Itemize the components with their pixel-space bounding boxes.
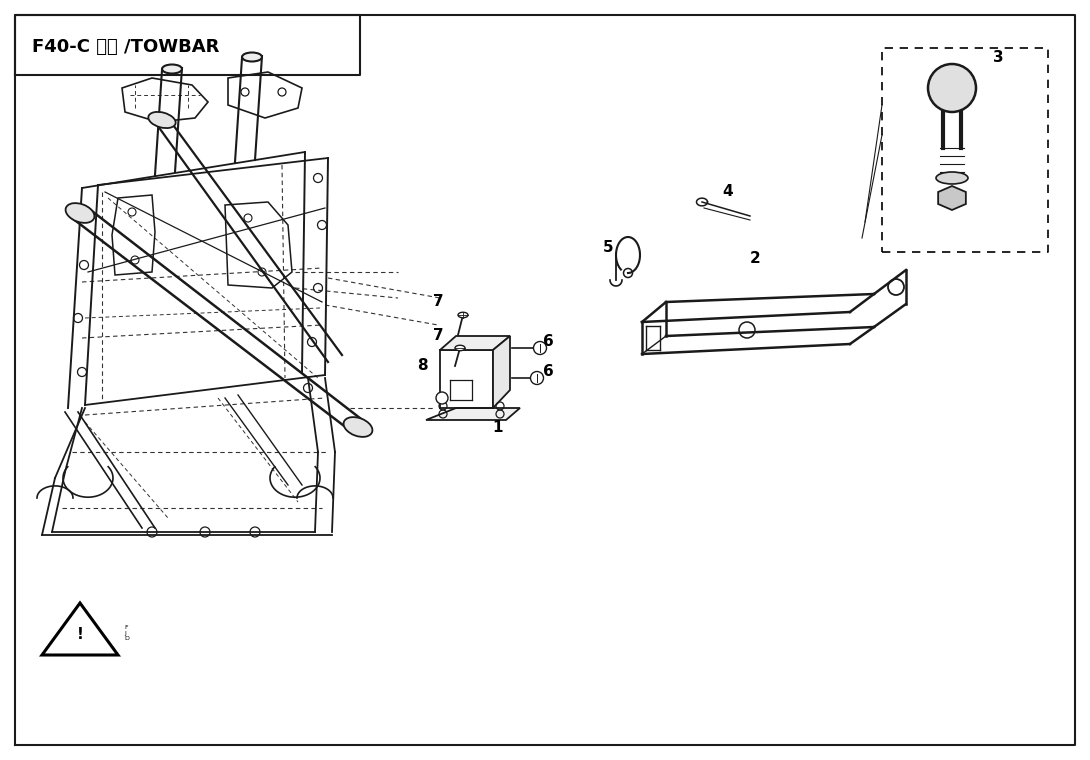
Circle shape xyxy=(531,372,544,385)
Ellipse shape xyxy=(343,417,373,437)
Ellipse shape xyxy=(936,172,968,184)
Text: 3: 3 xyxy=(993,50,1003,65)
Text: 6: 6 xyxy=(543,334,554,350)
Ellipse shape xyxy=(242,52,262,62)
Polygon shape xyxy=(426,408,520,420)
Text: F
J
D: F J D xyxy=(124,625,129,641)
Circle shape xyxy=(928,64,976,112)
Text: 8: 8 xyxy=(416,357,427,372)
Text: 1: 1 xyxy=(493,420,504,435)
Ellipse shape xyxy=(162,65,182,74)
Circle shape xyxy=(436,392,448,404)
Text: 5: 5 xyxy=(603,240,614,255)
Text: 7: 7 xyxy=(433,295,444,309)
Text: !: ! xyxy=(76,627,84,642)
Polygon shape xyxy=(43,603,118,655)
Circle shape xyxy=(533,341,546,354)
Text: 7: 7 xyxy=(433,328,444,343)
Text: 6: 6 xyxy=(543,365,554,379)
Ellipse shape xyxy=(65,203,95,223)
Ellipse shape xyxy=(458,312,468,318)
Text: 2: 2 xyxy=(750,251,761,265)
Text: 4: 4 xyxy=(723,185,734,200)
Polygon shape xyxy=(938,186,966,210)
Text: F40-C 拖挂 /TOWBAR: F40-C 拖挂 /TOWBAR xyxy=(32,38,219,56)
Ellipse shape xyxy=(455,345,465,351)
Polygon shape xyxy=(493,336,510,408)
Ellipse shape xyxy=(148,112,175,128)
Polygon shape xyxy=(440,336,510,350)
